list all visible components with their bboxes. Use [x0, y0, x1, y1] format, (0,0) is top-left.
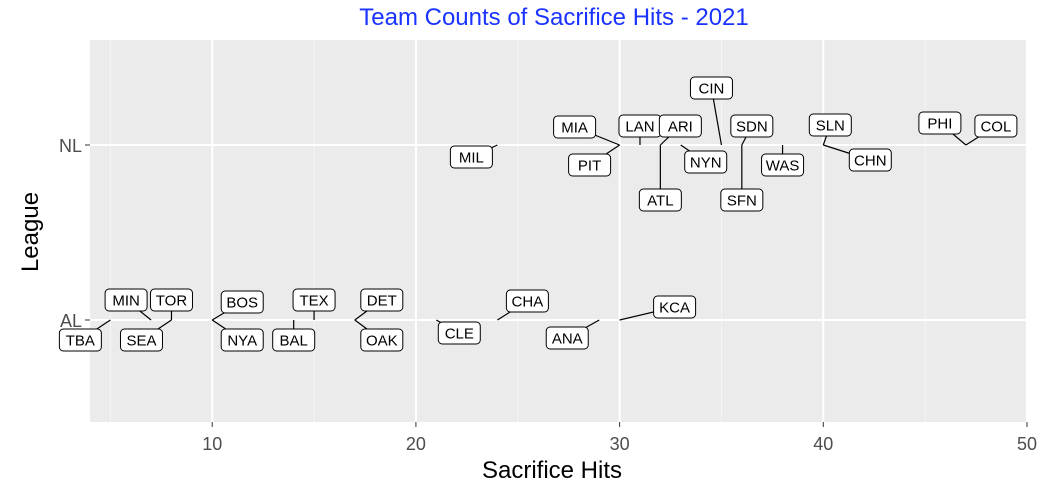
x-tick-label: 30 [610, 434, 630, 454]
label-cha: CHA [512, 294, 544, 311]
label-col-box [974, 114, 1018, 138]
label-nyn: NYN [690, 155, 722, 172]
chart-title: Team Counts of Sacrifice Hits - 2021 [359, 4, 749, 31]
label-bos: BOS [226, 295, 258, 312]
label-ana-box [545, 326, 589, 350]
grid-lines [90, 40, 1028, 422]
label-bos-box [220, 290, 264, 314]
point-labels: TBA MIN SEA TOR BOS NYA BAL TEX DET OAK CLE CHA ANA K… [58, 76, 1018, 352]
label-lan: LAN [625, 119, 654, 136]
label-cin: CIN [699, 81, 725, 98]
plot-panel [90, 40, 1027, 422]
label-det-box [360, 288, 404, 312]
label-chn-box [848, 148, 892, 172]
label-pit: PIT [578, 158, 601, 175]
label-mil: MIL [459, 150, 484, 167]
label-pit-box [568, 153, 612, 177]
label-det: DET [367, 293, 397, 310]
axes: 10 20 30 40 50 AL NL [59, 136, 1037, 454]
label-cin-box [689, 76, 733, 100]
x-tick-label: 50 [1017, 434, 1037, 454]
y-tick-label: AL [60, 311, 82, 331]
label-min-box [104, 288, 148, 312]
label-bal: BAL [280, 333, 308, 350]
label-cle-box [437, 321, 481, 345]
label-min: MIN [112, 293, 140, 310]
y-axis-title: League [17, 192, 44, 272]
label-chn: CHN [854, 153, 887, 170]
x-tick-label: 20 [406, 434, 426, 454]
label-atl: ATL [647, 193, 673, 210]
label-kca: KCA [659, 300, 690, 317]
label-tba-box [58, 328, 102, 352]
label-was: WAS [766, 158, 800, 175]
label-ari-box [658, 114, 702, 138]
label-nyn-box [684, 150, 728, 174]
label-sfn: SFN [727, 193, 757, 210]
label-kca-box [653, 295, 697, 319]
label-cle: CLE [445, 326, 474, 343]
label-sdn-box [730, 114, 774, 138]
label-tor: TOR [156, 293, 188, 310]
x-axis-title: Sacrifice Hits [482, 457, 622, 484]
label-mia-box [553, 115, 597, 139]
label-atl-box [638, 188, 682, 212]
label-oak-box [360, 328, 404, 352]
label-cha-box [505, 289, 549, 313]
label-tex: TEX [299, 293, 328, 310]
x-tick-label: 40 [813, 434, 833, 454]
y-tick-label: NL [59, 136, 82, 156]
label-col: COL [980, 119, 1011, 136]
label-sea-box [119, 328, 163, 352]
label-sln-box [808, 113, 852, 137]
label-sdn: SDN [736, 119, 768, 136]
label-phi-box [918, 111, 962, 135]
label-tba: TBA [66, 333, 95, 350]
label-tor-box [149, 288, 193, 312]
label-ana: ANA [552, 331, 583, 348]
label-mia: MIA [561, 120, 588, 137]
label-tex-box [292, 288, 336, 312]
label-ari: ARI [668, 119, 693, 136]
label-was-box [761, 153, 805, 177]
label-sln: SLN [816, 118, 845, 135]
x-tick-label: 10 [202, 434, 222, 454]
label-bal-box [272, 328, 316, 352]
label-oak: OAK [366, 333, 398, 350]
label-phi: PHI [927, 116, 952, 133]
label-nya: NYA [227, 333, 257, 350]
label-sfn-box [720, 188, 764, 212]
label-sea: SEA [126, 333, 156, 350]
label-mil-box [449, 145, 493, 169]
label-nya-box [220, 328, 264, 352]
